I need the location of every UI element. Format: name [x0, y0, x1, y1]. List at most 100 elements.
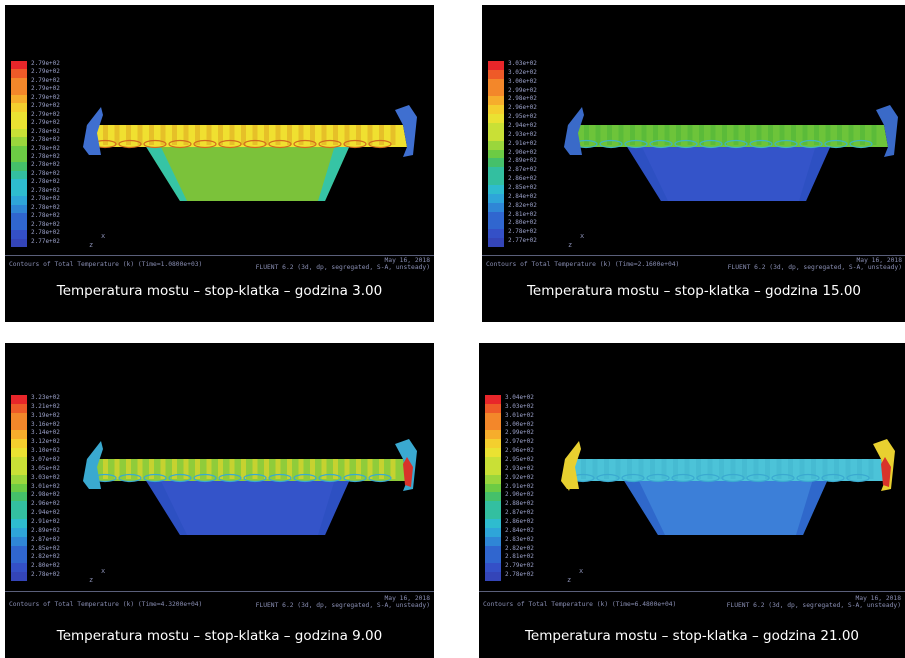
deck-stripe [172, 125, 177, 145]
deck-stripe [137, 125, 143, 145]
status-solver: FLUENT 6.2 (3d, dp, segregated, S-A, uns… [727, 264, 902, 271]
colorbar-label: 2.89e+02 [31, 526, 60, 534]
colorbar-segment [11, 86, 27, 96]
colorbar-segment [11, 421, 27, 431]
deck-stripe [845, 459, 851, 479]
deck-ring [749, 139, 773, 149]
deck-stripe [584, 125, 589, 145]
panel-hour-21: 3.04e+02 3.03e+02 3.01e+02 3.00e+02 2.99e+02… [479, 343, 905, 658]
colorbar-segment [11, 483, 27, 493]
colorbar-labels: 3.04e+02 3.03e+02 3.01e+02 3.00e+02 2.99e+02… [505, 394, 534, 580]
colorbar-label: 2.79e+02 [31, 85, 60, 93]
deck-ring [671, 473, 695, 483]
deck-ring [724, 139, 748, 149]
deck-stripe [857, 459, 862, 479]
deck-ring [746, 473, 770, 483]
colorbar-label: 3.21e+02 [31, 402, 60, 410]
deck-stripe [653, 125, 658, 145]
axis-x-label: x [580, 232, 585, 240]
status-divider [482, 255, 905, 256]
deck-ring [799, 139, 823, 149]
colorbar-segment [488, 96, 504, 106]
colorbar-label: 2.78e+02 [31, 161, 60, 169]
deck-stripe [825, 125, 831, 145]
deck-ring [118, 473, 142, 483]
deck-stripe [860, 125, 865, 145]
deck-ring [143, 139, 167, 149]
temperature-colorbar [11, 395, 27, 582]
left-parapet-hotspot [563, 451, 575, 491]
deck-stripe [730, 459, 736, 479]
colorbar-segment [11, 213, 27, 223]
deck-stripe [745, 125, 750, 145]
colorbar-segment [488, 131, 504, 142]
deck-stripe [390, 125, 396, 145]
caisson-edge [145, 479, 187, 535]
status-divider [479, 591, 905, 592]
deck-stripe [618, 125, 624, 145]
deck-stripe [837, 125, 842, 145]
colorbar-segment [485, 430, 501, 440]
colorbar-segment [485, 510, 501, 520]
colorbar-labels: 3.23e+02 3.21e+02 3.19e+02 3.16e+02 3.14e+02… [31, 394, 60, 580]
colorbar-segment [11, 238, 27, 248]
right-parapet [395, 105, 417, 157]
colorbar-segment [488, 211, 504, 221]
deck-stripe [241, 459, 246, 479]
deck-ring [293, 139, 317, 149]
deck-stripe [788, 459, 793, 479]
colorbar-label: 2.82e+02 [505, 544, 534, 552]
deck-stripe [638, 459, 644, 479]
colorbar-segment [11, 527, 27, 538]
panel-hour-3: 2.79e+02 2.79e+02 2.79e+02 2.79e+02 2.79e+02… [5, 5, 434, 322]
colorbar-label: 2.98e+02 [508, 95, 537, 103]
status-solver: FLUENT 6.2 (3d, dp, segregated, S-A, uns… [726, 602, 901, 609]
colorbar-segment [488, 140, 504, 151]
colorbar-segment [11, 94, 27, 104]
colorbar-segment [11, 187, 27, 197]
deck-stripe [333, 459, 338, 479]
deck-ring [218, 473, 242, 483]
bridge-caisson [623, 479, 828, 535]
colorbar-label: 2.92e+02 [505, 473, 534, 481]
colorbar-label: 2.81e+02 [508, 210, 537, 218]
colorbar-label: 3.14e+02 [31, 429, 60, 437]
colorbar-label: 2.78e+02 [31, 186, 60, 194]
colorbar-segment [11, 545, 27, 555]
bridge-caisson [145, 145, 350, 201]
deck-stripe [742, 459, 747, 479]
colorbar-segment [485, 465, 501, 476]
deck-stripe [356, 125, 361, 145]
colorbar-segment [11, 196, 27, 206]
colorbar-label: 2.84e+02 [508, 192, 537, 200]
deck-stripe [218, 459, 223, 479]
deck-stripe [390, 459, 396, 479]
colorbar-segment [11, 412, 27, 423]
colorbar-segment [11, 137, 27, 147]
bridge-caisson [626, 145, 831, 201]
deck-stripe [753, 459, 759, 479]
caisson-edge [799, 145, 831, 201]
caisson-edge [626, 145, 668, 201]
colorbar-segment [485, 554, 501, 564]
colorbar-label: 2.78e+02 [31, 144, 60, 152]
colorbar-label: 2.85e+02 [508, 184, 537, 192]
colorbar-label: 3.03e+02 [505, 402, 534, 410]
status-date-solver: May 16, 2018 FLUENT 6.2 (3d, dp, segrega… [256, 257, 430, 271]
panel-caption: Temperatura mostu – stop-klatka – godzin… [56, 283, 383, 299]
colorbar-labels: 2.79e+02 2.79e+02 2.79e+02 2.79e+02 2.79e+02… [31, 60, 60, 246]
deck-stripe [779, 125, 785, 145]
colorbar-segment [485, 483, 501, 493]
deck-ring [624, 139, 648, 149]
caisson-edge [318, 145, 350, 201]
bridge-caisson [145, 479, 350, 535]
colorbar-segment [11, 170, 27, 180]
colorbar-label: 2.96e+02 [505, 447, 534, 455]
panel-hour-15: 3.03e+02 3.02e+02 3.00e+02 2.99e+02 2.98e+02… [482, 5, 905, 322]
status-date: May 16, 2018 [855, 595, 902, 602]
status-divider [5, 591, 434, 592]
deck-stripe [241, 125, 246, 145]
deck-ring [674, 139, 698, 149]
colorbar-segment [11, 492, 27, 502]
colorbar-label: 2.82e+02 [31, 553, 60, 561]
